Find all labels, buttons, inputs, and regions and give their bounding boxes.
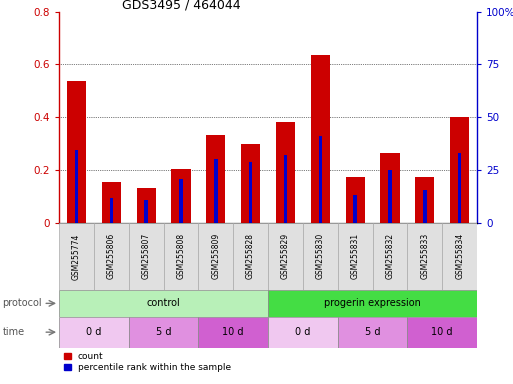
Bar (214, 159, 218, 223)
Bar (311, 55, 330, 223)
Text: protocol: protocol (3, 298, 42, 308)
FancyBboxPatch shape (338, 317, 407, 348)
FancyBboxPatch shape (268, 223, 303, 290)
Bar (458, 153, 461, 223)
Bar (346, 177, 365, 223)
FancyBboxPatch shape (303, 223, 338, 290)
FancyBboxPatch shape (59, 290, 268, 317)
Bar (415, 177, 435, 223)
FancyBboxPatch shape (442, 223, 477, 290)
Text: GSM255834: GSM255834 (455, 233, 464, 280)
Text: 0 d: 0 d (86, 327, 102, 337)
FancyBboxPatch shape (94, 223, 129, 290)
FancyBboxPatch shape (407, 317, 477, 348)
Bar (67, 81, 86, 223)
Text: 0 d: 0 d (295, 327, 310, 337)
Bar (179, 179, 183, 223)
FancyBboxPatch shape (268, 290, 477, 317)
Bar (388, 170, 392, 223)
FancyBboxPatch shape (372, 223, 407, 290)
FancyBboxPatch shape (268, 317, 338, 348)
Bar (136, 189, 155, 223)
Text: 10 d: 10 d (431, 327, 453, 337)
Bar (450, 117, 469, 223)
Text: GSM255829: GSM255829 (281, 233, 290, 280)
Text: 10 d: 10 d (223, 327, 244, 337)
Text: GSM255833: GSM255833 (420, 233, 429, 280)
FancyBboxPatch shape (199, 317, 268, 348)
Text: GSM255831: GSM255831 (351, 233, 360, 280)
FancyBboxPatch shape (129, 223, 164, 290)
FancyBboxPatch shape (407, 223, 442, 290)
Text: time: time (3, 327, 25, 337)
Bar (276, 122, 295, 223)
Text: GSM255830: GSM255830 (316, 233, 325, 280)
Bar (75, 150, 78, 223)
Text: progerin expression: progerin expression (324, 298, 421, 308)
FancyBboxPatch shape (233, 223, 268, 290)
Bar (241, 144, 260, 223)
Text: GSM255828: GSM255828 (246, 233, 255, 279)
Bar (381, 153, 400, 223)
Text: GSM255806: GSM255806 (107, 233, 116, 280)
Bar (284, 156, 287, 223)
Text: control: control (147, 298, 181, 308)
Text: GSM255832: GSM255832 (385, 233, 394, 280)
Text: GSM255808: GSM255808 (176, 233, 185, 280)
Legend: count, percentile rank within the sample: count, percentile rank within the sample (64, 352, 231, 372)
FancyBboxPatch shape (129, 317, 199, 348)
Bar (102, 182, 121, 223)
Text: GDS3495 / 464044: GDS3495 / 464044 (122, 0, 240, 12)
Bar (109, 198, 113, 223)
Text: 5 d: 5 d (365, 327, 380, 337)
Bar (423, 190, 427, 223)
Bar (319, 136, 322, 223)
Bar (249, 162, 252, 223)
FancyBboxPatch shape (164, 223, 199, 290)
Text: GSM255774: GSM255774 (72, 233, 81, 280)
FancyBboxPatch shape (59, 317, 129, 348)
Bar (171, 169, 190, 223)
Bar (353, 195, 357, 223)
Text: GSM255809: GSM255809 (211, 233, 220, 280)
FancyBboxPatch shape (59, 223, 94, 290)
Text: GSM255807: GSM255807 (142, 233, 151, 280)
Bar (206, 135, 225, 223)
FancyBboxPatch shape (338, 223, 372, 290)
Bar (144, 200, 148, 223)
Text: 5 d: 5 d (156, 327, 171, 337)
FancyBboxPatch shape (199, 223, 233, 290)
